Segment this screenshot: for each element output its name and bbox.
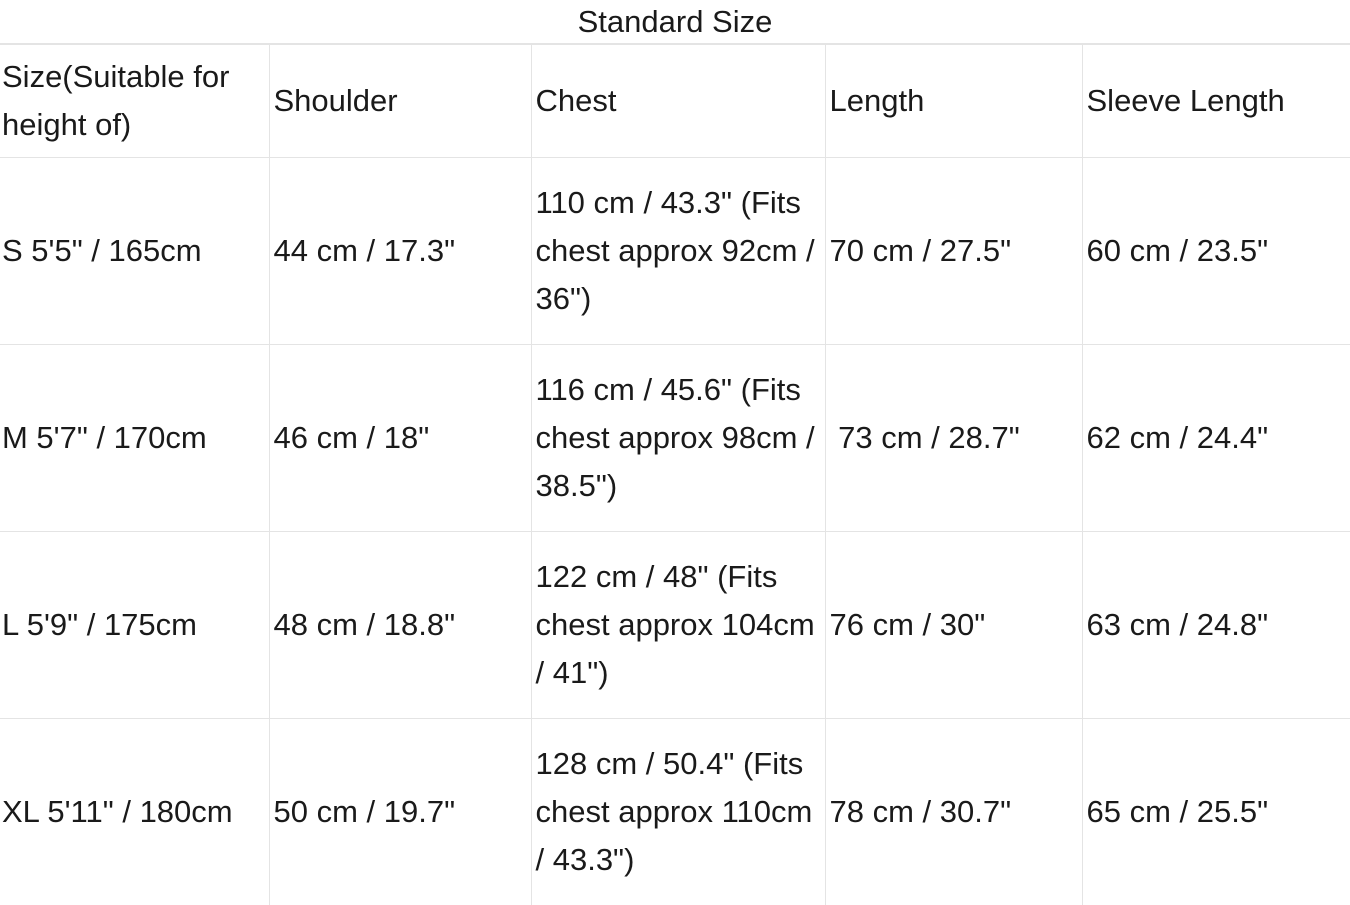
table-row: XL 5'11" / 180cm 50 cm / 19.7" 128 cm / … xyxy=(0,719,1350,905)
cell-chest: 116 cm / 45.6" (Fits chest approx 98cm /… xyxy=(531,345,825,532)
size-table: Size(Suitable for height of) Shoulder Ch… xyxy=(0,44,1350,905)
cell-shoulder: 44 cm / 17.3" xyxy=(269,158,531,345)
header-chest: Chest xyxy=(531,45,825,158)
table-title: Standard Size xyxy=(0,0,1350,44)
cell-sleeve-length: 63 cm / 24.8" xyxy=(1082,532,1350,719)
header-size: Size(Suitable for height of) xyxy=(0,45,269,158)
cell-size: XL 5'11" / 180cm xyxy=(0,719,269,905)
cell-sleeve-length: 60 cm / 23.5" xyxy=(1082,158,1350,345)
header-row: Size(Suitable for height of) Shoulder Ch… xyxy=(0,45,1350,158)
header-length: Length xyxy=(825,45,1082,158)
cell-size: M 5'7" / 170cm xyxy=(0,345,269,532)
cell-sleeve-length: 62 cm / 24.4" xyxy=(1082,345,1350,532)
header-shoulder: Shoulder xyxy=(269,45,531,158)
cell-shoulder: 48 cm / 18.8" xyxy=(269,532,531,719)
cell-length: 78 cm / 30.7" xyxy=(825,719,1082,905)
cell-length: 73 cm / 28.7" xyxy=(825,345,1082,532)
cell-sleeve-length: 65 cm / 25.5" xyxy=(1082,719,1350,905)
table-row: S 5'5" / 165cm 44 cm / 17.3" 110 cm / 43… xyxy=(0,158,1350,345)
cell-shoulder: 46 cm / 18" xyxy=(269,345,531,532)
cell-size: S 5'5" / 165cm xyxy=(0,158,269,345)
cell-length: 70 cm / 27.5" xyxy=(825,158,1082,345)
cell-chest: 122 cm / 48" (Fits chest approx 104cm / … xyxy=(531,532,825,719)
cell-chest: 110 cm / 43.3" (Fits chest approx 92cm /… xyxy=(531,158,825,345)
cell-size: L 5'9" / 175cm xyxy=(0,532,269,719)
cell-length: 76 cm / 30" xyxy=(825,532,1082,719)
table-row: L 5'9" / 175cm 48 cm / 18.8" 122 cm / 48… xyxy=(0,532,1350,719)
cell-chest: 128 cm / 50.4" (Fits chest approx 110cm … xyxy=(531,719,825,905)
cell-shoulder: 50 cm / 19.7" xyxy=(269,719,531,905)
header-sleeve-length: Sleeve Length xyxy=(1082,45,1350,158)
table-row: M 5'7" / 170cm 46 cm / 18" 116 cm / 45.6… xyxy=(0,345,1350,532)
